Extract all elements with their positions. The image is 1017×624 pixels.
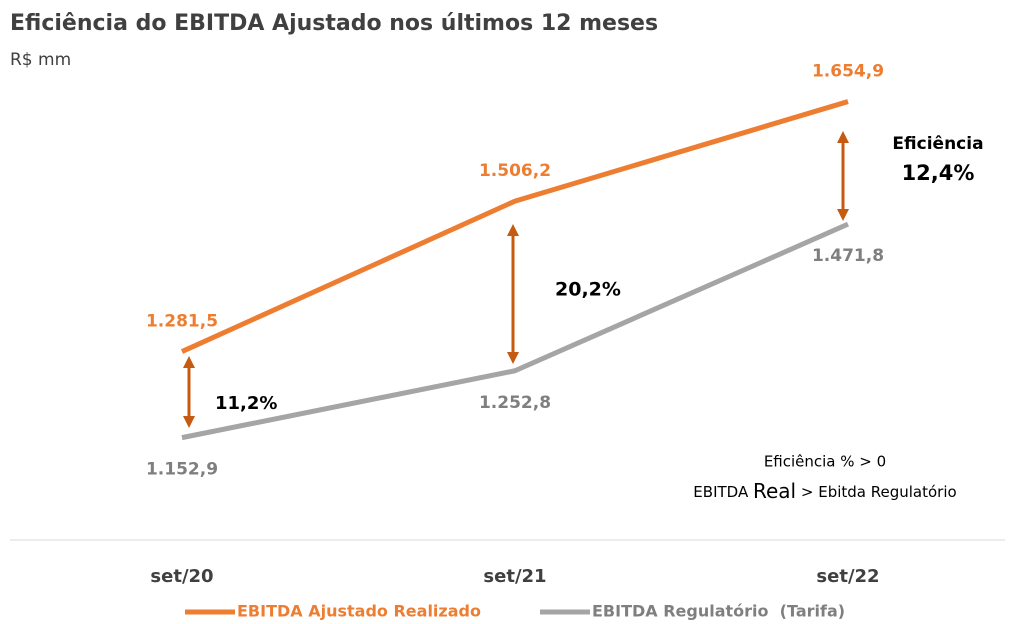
chart-title: Eficiência do EBITDA Ajustado nos último… <box>10 11 658 36</box>
chart-subtitle: R$ mm <box>10 50 71 70</box>
gap-arrows <box>183 131 849 428</box>
x-tick-label: set/22 <box>816 566 879 587</box>
note-part: EBITDA <box>693 483 749 501</box>
value-label: 1.281,5 <box>146 312 218 332</box>
note: EBITDA Real > Ebitda Regulatório <box>693 479 956 503</box>
value-label: 1.252,8 <box>479 393 551 413</box>
legend-label: EBITDA Regulatório (Tarifa) <box>592 602 845 621</box>
annotation: 20,2% <box>555 279 621 301</box>
annotation: 12,4% <box>902 161 975 185</box>
series-line <box>181 221 850 441</box>
annotation: Eficiência <box>892 134 983 154</box>
x-tick-label: set/20 <box>150 566 213 587</box>
x-tick-label: set/21 <box>483 566 546 587</box>
series-line <box>180 99 849 354</box>
value-label: 1.506,2 <box>479 161 551 181</box>
note-part: Real <box>753 479 796 503</box>
value-label: 1.654,9 <box>812 62 884 82</box>
annotation: 11,2% <box>215 393 277 414</box>
note-part: > Ebitda Regulatório <box>801 483 957 501</box>
value-label: 1.152,9 <box>146 460 218 480</box>
legend-label: EBITDA Ajustado Realizado <box>237 602 481 621</box>
value-label: 1.471,8 <box>812 246 884 266</box>
note: Eficiência % > 0 <box>764 453 886 471</box>
